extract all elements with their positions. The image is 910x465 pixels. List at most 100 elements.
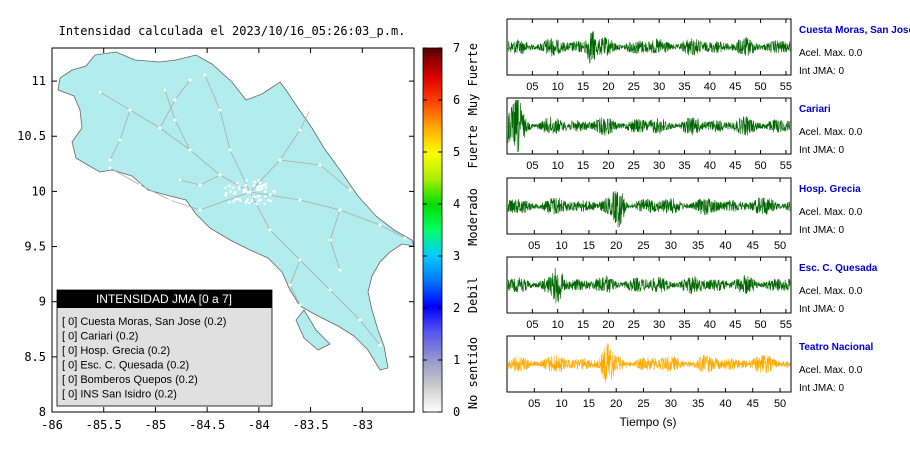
waveform-tick-label: 30	[653, 319, 665, 331]
town-markers	[98, 73, 407, 347]
waveform-tick-label: 55	[780, 319, 792, 331]
map-y-tick-label: 10.5	[17, 129, 46, 143]
colorbar-tick-label: 1	[453, 353, 460, 367]
waveform-tick-label: 30	[665, 240, 677, 252]
waveform-tick-label: 20	[610, 240, 622, 252]
waveform-tick-label: 25	[637, 398, 649, 410]
town-dot	[257, 194, 261, 198]
station-acel: Acel. Max. 0.0	[799, 48, 863, 59]
town-dot	[308, 108, 312, 112]
town-dot	[239, 199, 242, 202]
town-dot	[198, 208, 202, 212]
town-dot	[238, 185, 241, 189]
station-intensity: Int JMA: 0	[799, 66, 844, 77]
town-dot	[264, 186, 268, 189]
town-dot	[178, 178, 182, 182]
map-x-tick-label: -83.5	[293, 418, 329, 432]
waveform-panel: 05 10 15 20 25 30 35 40 45 50 Teatro Nacional Acel.…	[506, 335, 873, 410]
town-dot	[108, 158, 112, 162]
colorbar-tick-label: 5	[453, 145, 460, 159]
waveform-tick-label: 25	[628, 81, 640, 93]
waveform-tick-label: 10	[555, 240, 567, 252]
waveform-tick-label: 15	[583, 240, 595, 252]
station-intensity: Int JMA: 0	[799, 225, 844, 236]
town-dot	[203, 73, 207, 77]
waveform-panels: 05 10 15 20 25 30 35 40 45 50 55 Cuesta Moras, San …	[506, 18, 910, 410]
waveform-tick-label: 35	[692, 398, 704, 410]
legend-entry: [ 0] Cuesta Moras, San Jose (0.2)	[62, 316, 226, 328]
town-dot	[273, 190, 277, 194]
waveform-trace	[507, 191, 791, 228]
legend-title: INTENSIDAD JMA [0 a 7]	[96, 292, 232, 306]
costa-rica-landmass	[57, 51, 414, 371]
station-name: Esc. C. Quesada	[799, 263, 878, 274]
station-acel: Acel. Max. 0.0	[799, 207, 863, 218]
waveform-tick-label: 10	[552, 160, 564, 172]
waveform-tick-label: 25	[628, 160, 640, 172]
map-x-tick-label: -84.5	[189, 418, 225, 432]
waveform-tick-label: 40	[704, 319, 716, 331]
town-dot	[198, 183, 202, 187]
town-dot	[228, 148, 232, 152]
town-dot	[229, 189, 232, 193]
town-dot	[173, 98, 177, 102]
waveform-tick-label: 25	[637, 240, 649, 252]
legend-entry: [ 0] INS San Isidro (0.2)	[62, 389, 177, 401]
town-dot	[298, 258, 302, 262]
map-x-tick-label: -85.5	[86, 418, 122, 432]
waveform-tick-label: 35	[678, 319, 690, 331]
station-acel: Acel. Max. 0.0	[799, 127, 863, 138]
waveform-tick-label: 10	[552, 81, 564, 93]
town-dot	[268, 228, 272, 232]
waveform-panel: 05 10 15 20 25 30 35 40 45 50 55 Cariari Acel. Max. …	[506, 97, 863, 172]
waveform-tick-label: 05	[528, 240, 540, 252]
waveform-tick-label: 30	[653, 81, 665, 93]
road-line	[99, 91, 251, 193]
waveform-tick-label: 20	[610, 398, 622, 410]
waveform-tick-label: 50	[754, 319, 766, 331]
town-dot	[278, 158, 282, 162]
town-dot	[245, 179, 248, 182]
town-dot	[236, 181, 239, 185]
town-dot	[378, 223, 382, 227]
town-dot	[237, 187, 241, 191]
waveform-tick-label: 20	[602, 160, 614, 172]
waveform-tick-label: 40	[719, 398, 731, 410]
legend-entry: [ 0] Esc. C. Quesada (0.2)	[62, 360, 189, 372]
town-dot	[328, 288, 332, 292]
town-dot	[138, 183, 142, 187]
town-dot	[163, 88, 167, 92]
waveform-tick-label: 15	[577, 319, 589, 331]
station-intensity: Int JMA: 0	[799, 145, 844, 156]
town-dot	[108, 166, 112, 170]
road-line	[249, 191, 381, 346]
town-dot	[252, 195, 255, 198]
waveform-tick-label: 50	[774, 240, 786, 252]
waveform-tick-label: 25	[628, 319, 640, 331]
station-name: Hosp. Grecia	[799, 184, 861, 195]
waveform-tick-label: 15	[577, 81, 589, 93]
colorbar-tick-label: 4	[453, 197, 460, 211]
town-dot	[228, 184, 231, 188]
town-dot	[263, 190, 267, 193]
map-area	[57, 51, 414, 371]
map-y-tick-label: 11	[32, 74, 46, 88]
colorbar-category-label: No sentido	[466, 337, 480, 409]
waveform-tick-label: 45	[747, 240, 759, 252]
map-frame	[51, 47, 415, 413]
waveform-tick-label: 20	[602, 319, 614, 331]
town-dot	[263, 195, 267, 198]
intensity-legend: INTENSIDAD JMA [0 a 7] [ 0] Cuesta Moras…	[56, 289, 273, 407]
waveform-tick-label: 05	[526, 160, 538, 172]
road-line	[204, 74, 251, 193]
waveform-tick-label: 35	[678, 160, 690, 172]
colorbar-tick-label: 7	[453, 41, 460, 55]
town-dot	[288, 283, 292, 287]
station-acel: Acel. Max. 0.0	[799, 365, 863, 376]
waveform-tick-label: 45	[729, 81, 741, 93]
map-x-axis: -86 -85.5 -85 -84.5 -84 -83.5 -83	[41, 48, 373, 432]
waveform-tick-label: 45	[729, 319, 741, 331]
town-dot	[224, 186, 227, 190]
town-dot	[168, 198, 172, 202]
map-title: Intensidad calculada el 2023/10/16_05:26…	[59, 24, 406, 38]
